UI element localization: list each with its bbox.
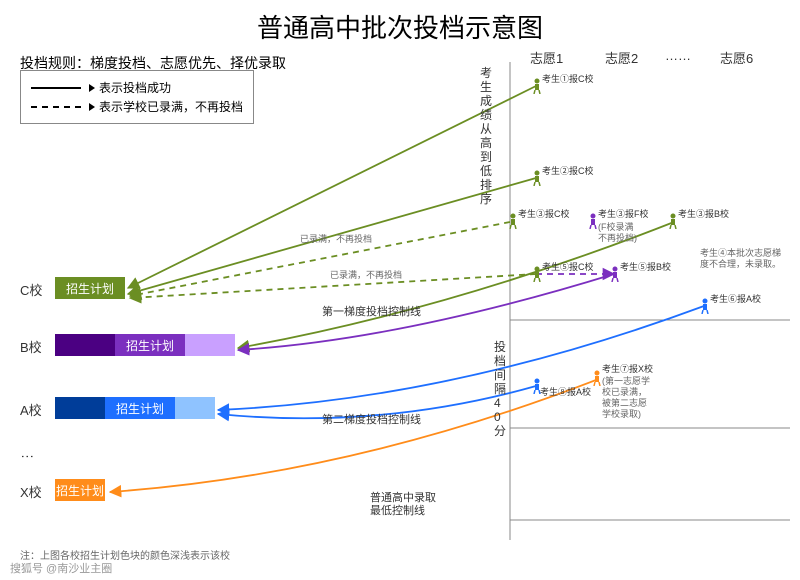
student-label: 考生⑥报A校 (710, 292, 761, 305)
student-label: 考生⑤报B校 (620, 260, 671, 273)
plan-segment: 招生计划 (55, 277, 125, 299)
plan-segment (55, 397, 105, 419)
student-icon (668, 213, 678, 229)
plan-box: 招生计划 (55, 277, 125, 299)
ellipsis: ⋮ (20, 450, 35, 463)
school-label: B校 (20, 337, 42, 356)
control-line-label: 第二梯度投档控制线 (322, 414, 421, 427)
student-label: 考生③报F校 (598, 207, 649, 220)
plan-segment: 招生计划 (105, 397, 175, 419)
note-text: (F校录满不再投档) (598, 222, 637, 244)
plan-box: 招生计划 (55, 479, 105, 501)
student-label: 考生⑧报A校 (540, 385, 591, 398)
student-label: 考生①报C校 (542, 72, 594, 85)
student-icon (508, 213, 518, 229)
student-icon (700, 298, 710, 314)
path-label: 已录满，不再投档 (330, 268, 402, 281)
column-header: 志愿1 (530, 48, 563, 67)
legend-dash-line (31, 106, 81, 108)
arrow-icon (89, 103, 95, 111)
plan-segment (55, 334, 115, 356)
school-label: A校 (20, 400, 42, 419)
student-icon (592, 370, 602, 386)
control-line-label: 第一梯度投档控制线 (322, 306, 421, 319)
path-label: 已录满，不再投档 (300, 232, 372, 245)
student-icon (588, 213, 598, 229)
arrow-icon (89, 84, 95, 92)
student-label: 考生③报B校 (678, 207, 729, 220)
page-title: 普通高中批次投档示意图 (0, 0, 800, 49)
student-label: 考生⑦报X校 (602, 362, 653, 375)
school-label: C校 (20, 280, 42, 299)
legend-box: 表示投档成功 表示学校已录满，不再投档 (20, 70, 254, 124)
watermark: 搜狐号 @南沙业主圈 (10, 560, 112, 576)
note-text: 考生④本批次志愿梯度不合理，未录取。 (700, 248, 781, 270)
student-label: 考生⑤报C校 (542, 260, 594, 273)
note-text: (第一志愿学校已录满，被第二志愿学校录取) (602, 376, 650, 420)
plan-segment (185, 334, 235, 356)
column-header: 志愿6 (720, 48, 753, 67)
column-header: …… (665, 48, 691, 63)
rank-label: 考生成绩从高到低排序 (480, 66, 494, 206)
gap-label: 投档间隔40分 (494, 340, 508, 438)
plan-segment: 招生计划 (55, 479, 105, 501)
student-icon (532, 266, 542, 282)
student-label: 考生②报C校 (542, 164, 594, 177)
plan-segment (175, 397, 215, 419)
plan-box: 招生计划 (55, 334, 235, 356)
plan-box: 招生计划 (55, 397, 215, 419)
student-icon (532, 78, 542, 94)
student-icon (610, 266, 620, 282)
student-icon (532, 170, 542, 186)
column-header: 志愿2 (605, 48, 638, 67)
legend-dash-label: 表示学校已录满，不再投档 (99, 98, 243, 115)
plan-segment: 招生计划 (115, 334, 185, 356)
control-line-label: 普通高中录取最低控制线 (370, 492, 436, 518)
school-label: X校 (20, 482, 42, 501)
student-label: 考生③报C校 (518, 207, 570, 220)
legend-solid-label: 表示投档成功 (99, 79, 171, 96)
legend-solid-line (31, 87, 81, 89)
